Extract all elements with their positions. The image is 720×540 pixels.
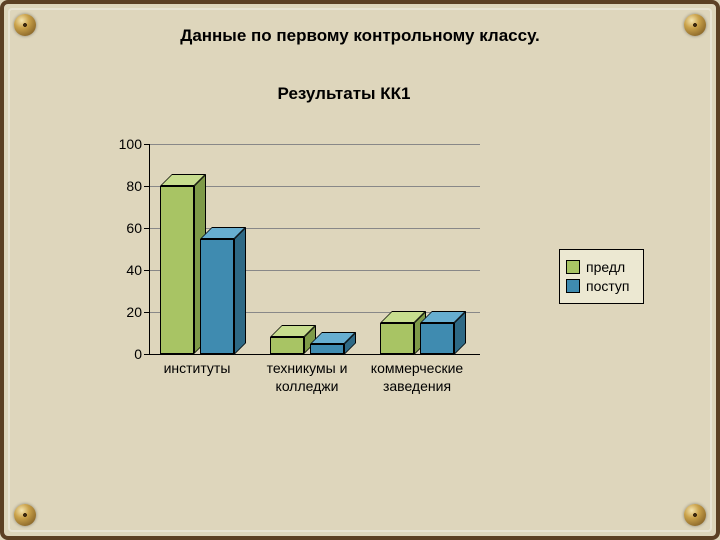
bar-postup [420,323,454,355]
y-tick-label: 100 [119,136,142,152]
legend-item-predl: предл [566,259,637,275]
y-tick [144,144,150,151]
y-tick-label: 80 [126,178,142,194]
chart-area: Результаты КК1 020406080100институтытехн… [104,84,584,464]
bar-front [200,239,234,355]
bar-front [420,323,454,355]
y-tick [144,312,150,319]
y-tick [144,186,150,193]
bar-predl [270,337,304,354]
legend-item-postup: поступ [566,278,637,294]
corner-ornament-br [684,504,706,526]
chart-title: Результаты КК1 [104,84,584,104]
legend-label: поступ [586,278,630,294]
y-tick-label: 20 [126,304,142,320]
x-axis-label: техникумы иколледжи [260,354,354,395]
plot: 020406080100институтытехникумы иколледжи… [149,144,480,355]
legend-label: предл [586,259,625,275]
legend-swatch [566,260,580,274]
corner-ornament-bl [14,504,36,526]
x-axis-label: коммерческиезаведения [370,354,464,395]
bar-front [310,344,344,355]
y-tick-label: 40 [126,262,142,278]
bar-front [270,337,304,354]
bar-side [234,227,246,355]
y-tick [144,228,150,235]
bar-postup [310,344,344,355]
legend: предл поступ [559,249,644,304]
bar-postup [200,239,234,355]
bar-predl [380,323,414,355]
y-tick [144,270,150,277]
bar-predl [160,186,194,354]
legend-swatch [566,279,580,293]
x-axis-label: институты [150,354,244,378]
slide-title: Данные по первому контрольному классу. [4,26,716,46]
bar-front [380,323,414,355]
y-tick-label: 60 [126,220,142,236]
y-tick-label: 0 [134,346,142,362]
grid-line [150,144,480,145]
plot-wrap: 020406080100институтытехникумы иколледжи… [149,144,480,355]
bar-front [160,186,194,354]
